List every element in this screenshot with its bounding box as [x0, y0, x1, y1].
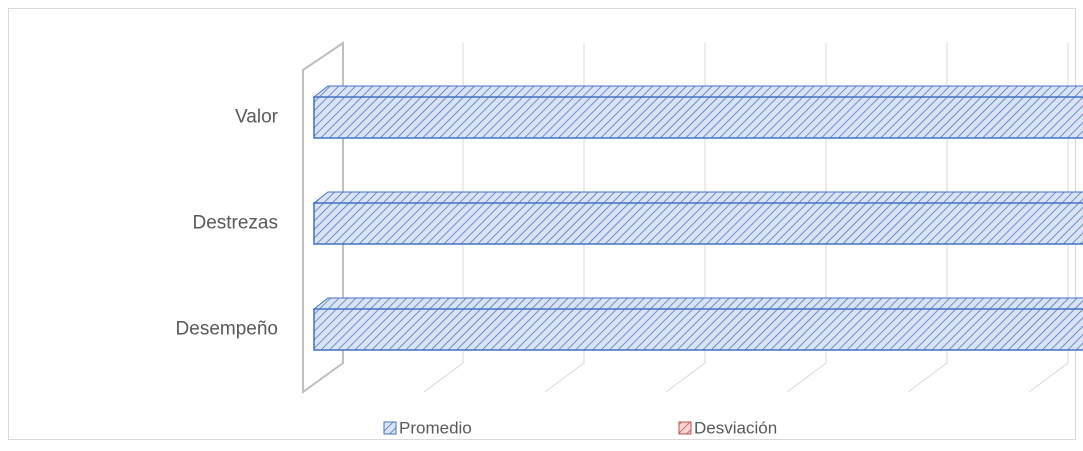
- grid-line: [544, 43, 585, 393]
- legend-label: Desviación: [694, 418, 777, 437]
- bar: [313, 308, 1083, 351]
- grid-line: [665, 43, 706, 393]
- y-tick-label: Destrezas: [192, 213, 278, 234]
- bar: [313, 202, 1083, 245]
- bar: [313, 96, 1083, 139]
- bar-top: [312, 191, 1083, 204]
- grid-line: [907, 43, 948, 393]
- bar-top: [312, 85, 1083, 98]
- grid-line: [1028, 43, 1069, 393]
- bar-top: [312, 297, 1083, 310]
- y-tick-label: Desempeño: [176, 319, 278, 340]
- legend-label: Promedio: [399, 418, 472, 437]
- y-tick-label: Valor: [235, 107, 279, 128]
- legend-swatch: [383, 421, 397, 435]
- grid-line: [786, 43, 827, 393]
- legend-swatch: [678, 421, 692, 435]
- grid-line: [423, 43, 464, 393]
